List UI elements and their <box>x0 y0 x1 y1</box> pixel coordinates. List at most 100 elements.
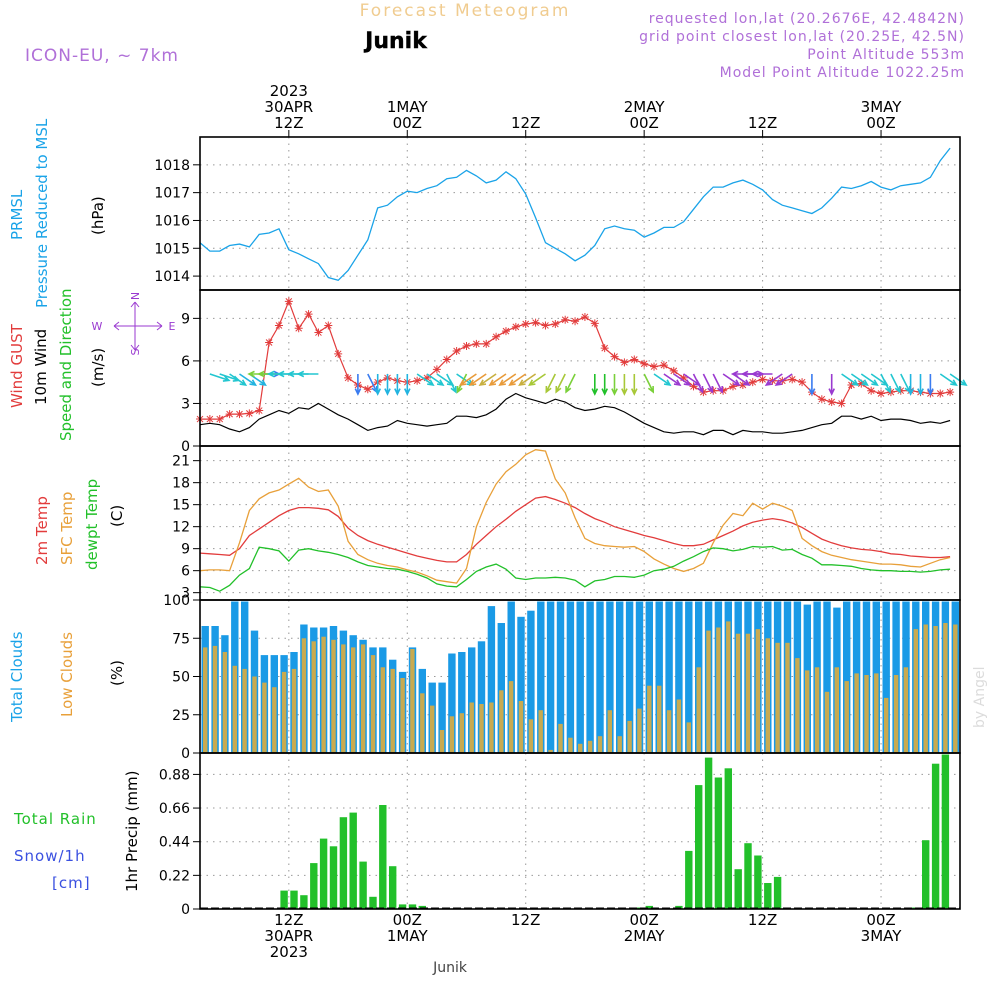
wind-direction-arrow <box>611 374 618 396</box>
pressure-panel: 1014 1015 1016 1017 1018 <box>154 137 960 290</box>
wind-gust-marker <box>689 382 698 391</box>
top-time-label: 12Z <box>511 114 540 132</box>
wind-gust-marker <box>620 358 629 367</box>
wind-direction-arrow <box>416 373 435 387</box>
requested-coords: requested lon,lat (20.2676E, 42.4842N) <box>649 11 965 27</box>
wind-ytick-label: 0 <box>181 439 190 455</box>
top-time-label: 3MAY <box>861 98 903 116</box>
top-time-label: 12Z <box>274 114 303 132</box>
total-cloud-bar <box>458 652 466 753</box>
total-cloud-bar <box>882 601 890 753</box>
total-cloud-bar <box>556 601 565 753</box>
low-cloud-bar <box>884 697 889 753</box>
wind-gust-marker <box>669 366 678 375</box>
wind-gust-marker <box>284 297 293 306</box>
wind-frame <box>199 289 961 447</box>
top-time-label: 2023 <box>270 82 308 100</box>
wind-direction-arrow <box>601 374 609 396</box>
low-cloud-bar <box>538 710 543 753</box>
low-cloud-bar <box>331 639 336 753</box>
rain-bar <box>754 855 762 909</box>
wind-direction-arrow <box>508 373 527 387</box>
wind-gust-marker <box>709 386 718 395</box>
bottom-time-label: 00Z <box>393 911 422 929</box>
wind-gust-marker <box>877 389 886 398</box>
temp-ytick-label: 6 <box>181 564 190 580</box>
wind-direction-arrow <box>663 373 682 387</box>
wind-direction-arrow <box>750 370 773 378</box>
precip-panel: 0 0.22 0.44 0.66 0.88 <box>159 753 960 918</box>
low-cloud-bar <box>459 713 464 753</box>
wind-direction-arrow <box>850 373 869 387</box>
low-cloud-bar <box>489 702 494 753</box>
pressure-line <box>199 147 951 282</box>
total-cloud-bar <box>675 601 683 753</box>
wind-gust-marker <box>511 322 520 331</box>
low-cloud-bar <box>617 736 622 753</box>
compass-north: N <box>129 292 142 300</box>
low-cloud-bar <box>903 667 909 753</box>
rain-bar <box>310 863 318 909</box>
temp-ytick-label: 15 <box>172 498 190 514</box>
wind-direction-arrow <box>630 374 638 396</box>
compass-south: S <box>129 348 142 355</box>
rain-bar <box>773 876 782 909</box>
low-cloud-bar <box>657 685 662 753</box>
wind-gust-marker <box>492 332 501 341</box>
low-cloud-bar <box>528 719 534 753</box>
low-cloud-bar <box>370 655 376 753</box>
wind-direction-arrow <box>555 373 566 394</box>
low-cloud-bar <box>726 621 731 753</box>
cloud-ytick-label: 25 <box>172 708 190 724</box>
wind-gust-marker <box>255 406 264 415</box>
total-cloud-bar <box>586 601 594 753</box>
precip-ytick-label: 0.22 <box>159 868 190 884</box>
wind-gust-marker <box>265 338 274 347</box>
low-cloud-bar <box>765 638 770 754</box>
cloud-ytick-label: 75 <box>172 631 190 647</box>
wind-gust-marker <box>798 378 807 387</box>
low-cloud-bar <box>252 676 257 753</box>
total-cloud-bar <box>685 601 693 753</box>
cloud-total-label: Total Clouds <box>8 631 26 723</box>
low-cloud-bar <box>775 642 780 753</box>
total-cloud-bar <box>596 601 604 753</box>
wind-direction-arrow <box>712 373 723 394</box>
rain-bar <box>724 768 732 909</box>
compass-west: W <box>92 320 103 333</box>
total-cloud-bar <box>616 601 624 753</box>
pressure-label-prmsl: PRMSL <box>8 189 26 240</box>
low-cloud-bar <box>637 708 642 753</box>
rain-bar <box>349 812 357 909</box>
wind-gust-marker <box>324 321 333 330</box>
low-cloud-bar <box>933 626 938 753</box>
total-cloud-bar <box>645 601 653 753</box>
rain-bar <box>675 905 683 909</box>
temp-frame <box>199 445 961 601</box>
wind-direction-arrow <box>426 373 445 387</box>
rain-bar <box>645 905 653 909</box>
wind-gust-marker <box>561 315 570 324</box>
wind-10m-label: 10m Wind <box>32 329 50 405</box>
top-time-label: 00Z <box>866 114 895 132</box>
wind-direction-arrow <box>917 374 924 396</box>
low-cloud-bar <box>291 668 297 753</box>
top-time-label: 1MAY <box>387 98 429 116</box>
low-cloud-bar <box>814 667 820 753</box>
wind-gust-marker <box>817 395 826 404</box>
wind-gust-marker <box>857 379 866 388</box>
total-cloud-bar <box>843 601 851 753</box>
low-cloud-bar <box>203 647 208 753</box>
top-time-label: 00Z <box>393 114 422 132</box>
wind-direction-arrow <box>374 374 382 396</box>
low-cloud-bar <box>400 678 405 753</box>
pressure-ytick-label: 1018 <box>154 158 190 174</box>
location-name: Junik <box>363 29 428 54</box>
temp-dewpt-label: dewpt Temp <box>83 479 101 570</box>
low-cloud-bar <box>943 623 948 753</box>
wind-gust-marker <box>758 375 767 384</box>
wind-direction-arrow <box>478 373 497 387</box>
temp-ytick-label: 21 <box>172 454 190 470</box>
total-cloud-bar <box>438 682 446 753</box>
low-cloud-bar <box>212 645 218 753</box>
